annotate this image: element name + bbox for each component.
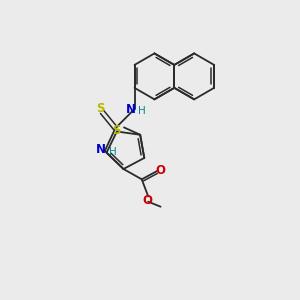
Text: O: O <box>142 194 153 207</box>
Text: H: H <box>138 106 146 116</box>
Text: H: H <box>109 147 116 157</box>
Text: N: N <box>125 103 135 116</box>
Text: S: S <box>96 102 105 115</box>
Text: S: S <box>112 124 121 137</box>
Text: N: N <box>96 143 106 156</box>
Text: O: O <box>156 164 166 177</box>
